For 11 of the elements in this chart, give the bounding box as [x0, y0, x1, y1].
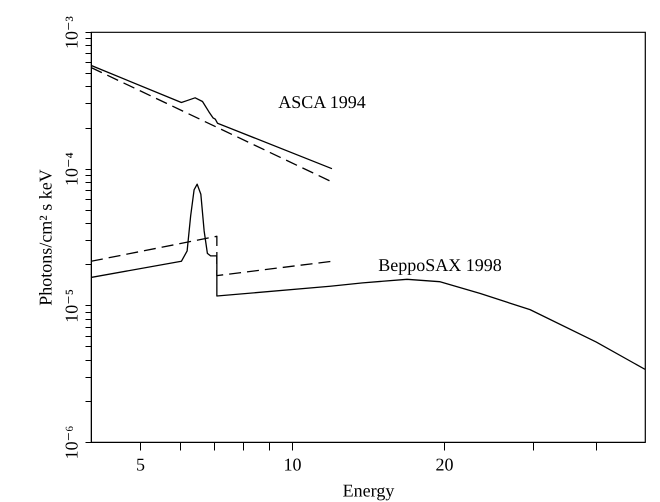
y-tick-label: 10⁻⁶ [62, 426, 82, 460]
x-tick-label: 10 [283, 454, 302, 474]
annotation: ASCA 1994 [278, 92, 366, 112]
y-axis-title: Photons/cm² s keV [36, 169, 56, 306]
y-tick-label: 10⁻⁴ [62, 152, 82, 186]
annotation: BeppoSAX 1998 [378, 255, 502, 275]
x-tick-label: 5 [136, 454, 145, 474]
x-tick-label: 20 [436, 454, 454, 474]
y-tick-label: 10⁻³ [62, 15, 82, 49]
x-axis-title: Energy [342, 480, 394, 500]
y-tick-label: 10⁻⁵ [62, 288, 82, 323]
